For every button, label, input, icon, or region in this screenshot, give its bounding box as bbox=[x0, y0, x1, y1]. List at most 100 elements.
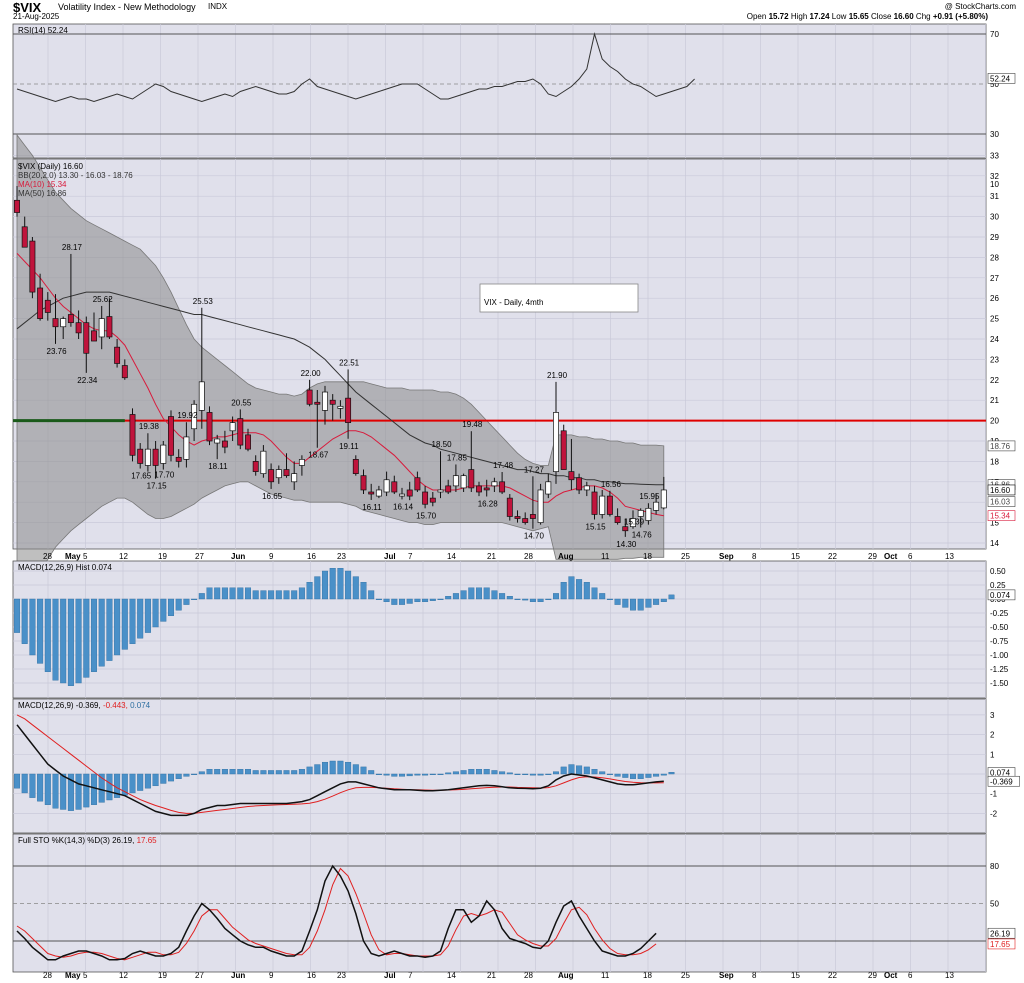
macd-hist-bar bbox=[206, 587, 213, 600]
price-annotation: 16.11 bbox=[362, 503, 382, 512]
macd-hist-bar bbox=[37, 598, 44, 664]
macd-panel-hist-bar bbox=[229, 769, 236, 775]
x-axis-label-bottom: 27 bbox=[195, 971, 204, 980]
macd-hist-bar bbox=[198, 593, 205, 600]
candle-up bbox=[183, 436, 190, 460]
open-label: Open bbox=[746, 12, 767, 21]
x-axis-label-bottom: 28 bbox=[43, 971, 52, 980]
sto-value-tag bbox=[987, 938, 1016, 950]
macd-hist-bar bbox=[599, 593, 606, 600]
macd-hist-bar bbox=[252, 590, 259, 600]
macd-hist-bar bbox=[422, 598, 429, 602]
candle-up bbox=[645, 507, 652, 521]
macd-panel-hist-bar bbox=[90, 773, 97, 805]
candle-down bbox=[391, 481, 398, 493]
macd-legend-hist: 0.074 bbox=[130, 701, 151, 710]
macd-panel-hist-bar bbox=[306, 766, 313, 775]
candle-up bbox=[322, 391, 328, 411]
macd-panel-hist-bar bbox=[345, 761, 352, 775]
sto-tick-label: 50 bbox=[990, 900, 999, 909]
candle-down bbox=[468, 469, 475, 489]
price-value-tag-label: 18.76 bbox=[990, 442, 1011, 451]
overlay-label: VIX - Daily, 4mth bbox=[484, 298, 543, 307]
x-axis-label: 28 bbox=[43, 552, 52, 561]
price-tick-label: 29 bbox=[990, 233, 999, 242]
candle-down bbox=[268, 469, 275, 483]
sto-tick-label: 80 bbox=[990, 862, 999, 871]
candle-up bbox=[537, 489, 544, 523]
x-axis-label: 29 bbox=[868, 552, 877, 561]
price-annotation: 17.85 bbox=[447, 453, 468, 462]
macd-legend-prefix: MACD(12,26,9) bbox=[18, 701, 76, 710]
macd-panel-hist-bar bbox=[445, 772, 452, 775]
candle-down bbox=[252, 461, 259, 472]
macd-hist-tick-label: -0.50 bbox=[990, 623, 1009, 632]
price-tick-label: 28 bbox=[990, 253, 999, 262]
macd-hist-bar bbox=[399, 598, 406, 605]
candle-down bbox=[114, 346, 121, 364]
macd-hist-tick-label: -0.25 bbox=[990, 609, 1009, 618]
x-axis-label-bottom: 22 bbox=[828, 971, 837, 980]
x-axis-label-bottom: 25 bbox=[681, 971, 690, 980]
macd-panel-hist-bar bbox=[106, 773, 113, 801]
price-annotation: 17.27 bbox=[524, 465, 545, 474]
sto-legend: Full STO %K(14,3) %D(3) 26.19, 17.65 bbox=[18, 836, 157, 845]
macd-hist-bar bbox=[553, 593, 560, 600]
candle-up bbox=[144, 448, 151, 466]
price-value-tag-label: 16.03 bbox=[990, 498, 1011, 507]
macd-value-tag bbox=[987, 775, 1020, 787]
macd-hist-bar bbox=[460, 590, 467, 600]
candle-up bbox=[553, 412, 559, 472]
x-axis-label-bottom: 13 bbox=[945, 971, 954, 980]
macd-panel-hist-bar bbox=[375, 773, 382, 776]
macd-hist-bar bbox=[537, 598, 544, 602]
macd-panel-hist-bar bbox=[183, 773, 190, 777]
price-annotation: 17.70 bbox=[154, 471, 175, 480]
macd-panel-hist-bar bbox=[553, 771, 560, 775]
candle-down bbox=[429, 497, 436, 503]
macd-hist-bar bbox=[183, 598, 190, 605]
macd-panel-hist-bar bbox=[660, 773, 667, 776]
macd-hist-bar bbox=[83, 598, 90, 678]
macd-panel-hist-bar bbox=[506, 772, 513, 775]
price-annotation: 14.76 bbox=[632, 530, 653, 539]
macd-panel-hist-bar bbox=[198, 771, 205, 775]
macd-panel-hist-bar bbox=[237, 769, 244, 775]
macd-legend-signal: -0.443, bbox=[103, 701, 130, 710]
sto-k-line bbox=[16, 864, 657, 961]
x-axis-label-bottom: 5 bbox=[83, 971, 88, 980]
macd-panel-hist-bar bbox=[360, 766, 367, 775]
macd-panel-hist-bar bbox=[499, 771, 506, 775]
price-tick-label: 18 bbox=[990, 457, 999, 466]
candle-down bbox=[622, 526, 629, 532]
macd-tick-label: -2 bbox=[990, 809, 998, 818]
candle-down bbox=[576, 477, 583, 491]
macd-panel-hist-bar bbox=[391, 773, 398, 777]
macd-panel-hist-bar bbox=[637, 773, 644, 779]
close-label: Close bbox=[870, 12, 892, 21]
candle-down bbox=[406, 489, 413, 497]
price-annotation: 15.95 bbox=[639, 492, 660, 501]
price-tick-label: 21 bbox=[990, 396, 999, 405]
price-tick-label: 25 bbox=[990, 315, 999, 324]
macd-hist-bar bbox=[660, 598, 667, 602]
candle-up bbox=[291, 473, 298, 483]
candle-down bbox=[237, 418, 244, 446]
macd-panel-hist-bar bbox=[52, 773, 59, 809]
macd-hist-tick-label: 0.25 bbox=[990, 581, 1006, 590]
candle-down bbox=[522, 518, 529, 523]
candle-down bbox=[329, 399, 336, 405]
candle-up bbox=[383, 479, 390, 493]
x-axis-label: 16 bbox=[307, 552, 316, 561]
macd-panel-hist-bar bbox=[298, 769, 305, 775]
candle-down bbox=[614, 516, 621, 523]
candle-up bbox=[545, 481, 552, 495]
price-annotation: 17.48 bbox=[493, 461, 514, 470]
macd-hist-bar bbox=[322, 570, 329, 600]
x-axis-label-bottom: 23 bbox=[337, 971, 346, 980]
macd-panel-hist-bar bbox=[476, 769, 483, 775]
price-annotation: 22.00 bbox=[301, 369, 322, 378]
rsi-tick-label: 10 bbox=[990, 180, 999, 189]
sto-panel bbox=[12, 833, 987, 973]
